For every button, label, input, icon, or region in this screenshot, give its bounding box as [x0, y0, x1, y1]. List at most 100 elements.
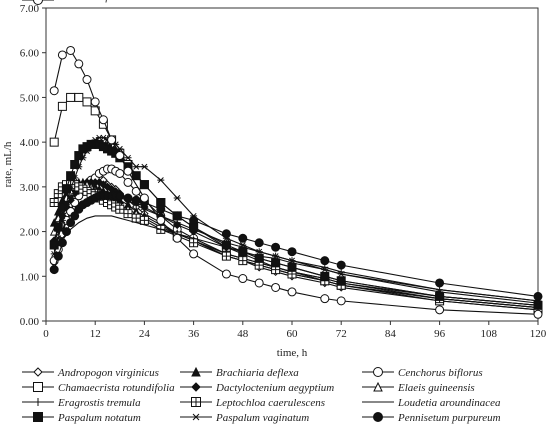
data-point — [533, 309, 543, 319]
data-point — [115, 191, 125, 201]
data-point — [79, 154, 87, 161]
data-point — [221, 229, 231, 239]
y-tick-label: 1.00 — [20, 271, 40, 283]
y-tick-label: 6.00 — [20, 48, 40, 60]
data-point — [116, 145, 124, 152]
data-point — [191, 366, 201, 377]
legend-item: Pennisetum purpureum — [362, 412, 501, 424]
legend-label: Chamaecrista rotundifolia — [58, 382, 175, 394]
data-point — [49, 198, 59, 208]
data-point — [53, 222, 63, 232]
x-axis: 0 12 24 36 48 60 72 84 96 108 120 — [43, 321, 547, 340]
data-point — [287, 247, 297, 257]
data-point — [271, 282, 281, 292]
legend-item: Eragrostis tremula — [22, 397, 141, 409]
data-point — [288, 257, 296, 264]
legend-item: Leptochloa caerulescens — [180, 397, 325, 409]
data-point — [66, 45, 76, 55]
data-point — [320, 271, 330, 281]
data-point — [238, 247, 248, 257]
data-point — [435, 305, 445, 315]
y-tick-label: 4.00 — [20, 137, 40, 149]
data-point — [336, 260, 346, 270]
data-point — [287, 287, 297, 297]
series-10 — [50, 134, 542, 307]
data-point — [53, 189, 63, 199]
data-point — [66, 218, 76, 228]
data-point — [373, 381, 383, 392]
data-point — [66, 171, 76, 181]
data-point — [131, 213, 141, 223]
legend-label: Pennisetum purpureum — [397, 412, 501, 424]
data-point — [71, 174, 79, 181]
data-point — [156, 215, 166, 225]
data-point — [139, 215, 149, 225]
data-point — [115, 151, 125, 161]
data-point — [75, 163, 83, 170]
data-point — [53, 251, 63, 261]
data-point — [49, 240, 59, 250]
legend-item: Andropogon virginicus — [22, 367, 159, 379]
data-point — [131, 171, 141, 181]
data-point — [189, 238, 199, 248]
y-tick-label: 2.00 — [20, 227, 40, 239]
x-tick-label: 60 — [287, 328, 299, 340]
series-8 — [53, 215, 539, 302]
data-point — [33, 0, 43, 5]
data-point — [63, 199, 70, 206]
data-point — [132, 163, 140, 170]
data-point — [189, 249, 199, 259]
data-point — [57, 238, 67, 248]
data-point — [123, 193, 133, 203]
x-tick-label: 48 — [237, 328, 249, 340]
data-point — [238, 274, 248, 284]
data-point — [82, 75, 92, 85]
legend-label: Cenchorus biflorus — [398, 367, 483, 379]
data-point — [172, 211, 182, 221]
data-point — [74, 59, 84, 69]
data-point — [238, 256, 248, 266]
series-9 — [49, 139, 543, 310]
data-point — [271, 258, 281, 268]
data-point — [140, 163, 148, 170]
data-point — [436, 288, 444, 295]
series-2 — [49, 164, 543, 313]
series-layer — [49, 45, 543, 319]
data-point — [66, 92, 76, 102]
legend-label: Zornia latifolia — [58, 0, 126, 3]
data-point — [255, 248, 263, 255]
data-point — [139, 180, 149, 190]
data-point — [49, 137, 59, 147]
y-axis-label: rate, mL/h — [2, 141, 14, 187]
x-tick-label: 72 — [336, 328, 347, 340]
legend: Andropogon virginicus Brachiaria deflexa C… — [22, 0, 501, 424]
legend-item: Paspalum vaginatum — [180, 412, 309, 424]
data-point — [33, 382, 43, 392]
data-point — [115, 204, 125, 214]
data-point — [172, 233, 182, 243]
x-tick-label: 12 — [90, 328, 101, 340]
data-point — [33, 412, 43, 422]
y-tick-label: 0.00 — [20, 316, 40, 328]
data-point — [320, 294, 330, 304]
data-point — [221, 240, 231, 250]
data-point — [239, 242, 247, 248]
data-point — [192, 413, 200, 421]
legend-label: Elaeis guineensis — [397, 382, 475, 394]
series-12 — [49, 45, 543, 319]
data-point — [57, 202, 67, 212]
data-point — [254, 253, 264, 263]
data-point — [57, 101, 67, 111]
data-point — [74, 92, 84, 102]
x-axis-label: time, h — [277, 347, 308, 359]
legend-item: Cenchorus biflorus — [362, 367, 483, 379]
data-point — [189, 215, 199, 225]
data-point — [336, 276, 346, 286]
y-tick-label: 7.00 — [20, 3, 40, 15]
series-11 — [49, 191, 543, 301]
series-line — [53, 215, 539, 302]
data-point — [373, 367, 383, 377]
data-point — [221, 269, 231, 279]
x-tick-label: 120 — [530, 328, 547, 340]
